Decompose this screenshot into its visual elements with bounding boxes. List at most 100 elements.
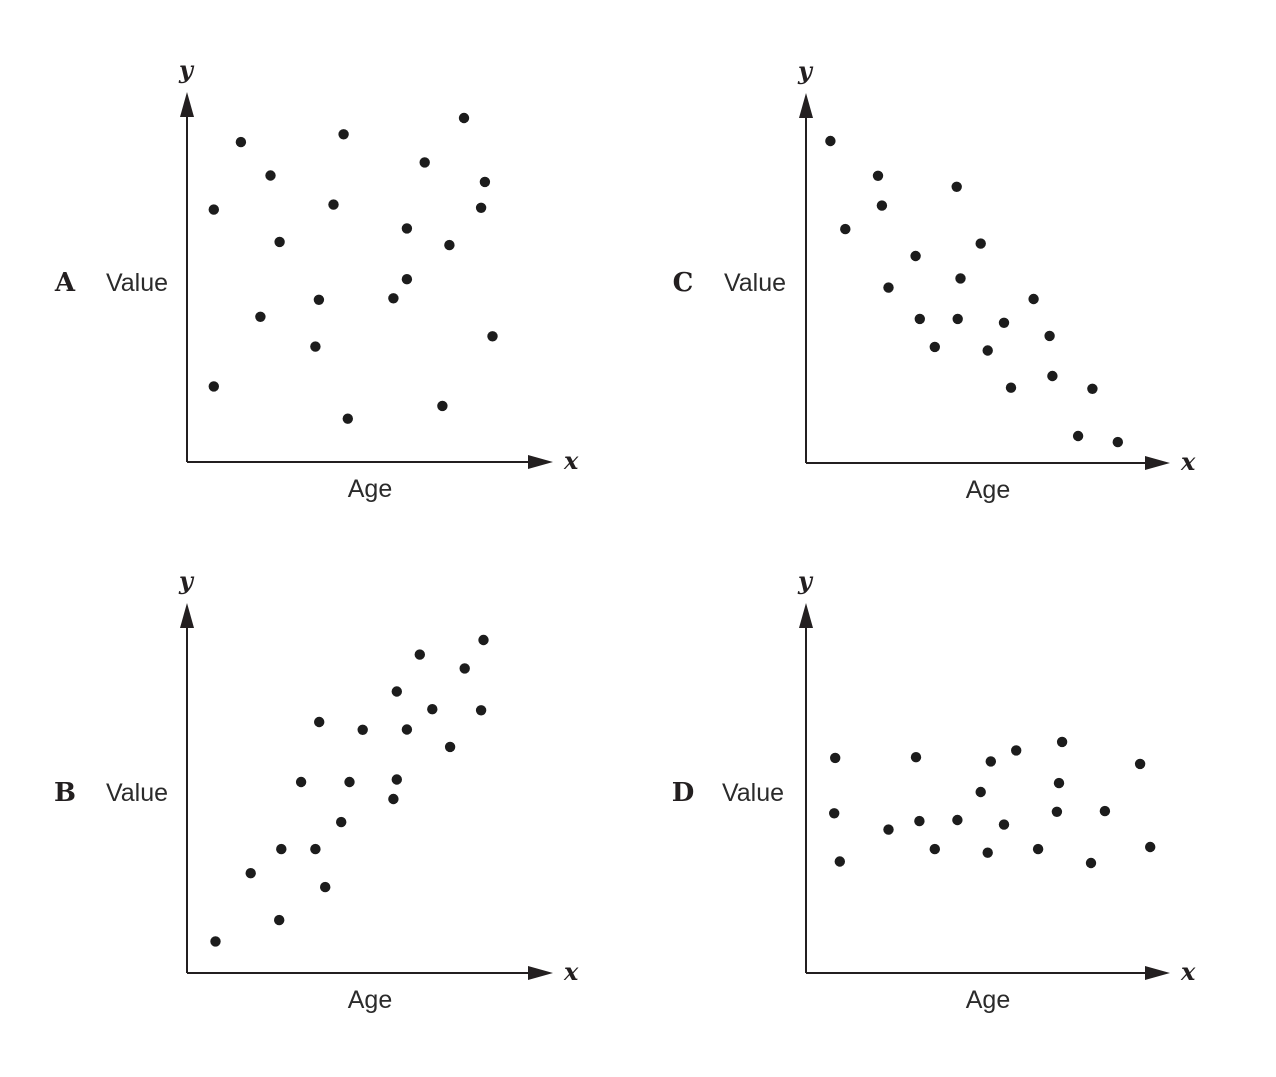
scatter-point (985, 756, 996, 767)
scatter-point (1005, 382, 1017, 393)
scatter-point (210, 936, 221, 947)
scatter-point (1047, 370, 1058, 382)
scatter-point (419, 157, 430, 168)
scatter-point (437, 400, 448, 412)
scatter-point (883, 282, 894, 293)
scatter-point (338, 129, 349, 140)
scatter-point (825, 135, 836, 147)
panel-a-x-arrowhead-icon (528, 455, 553, 469)
scatter-point (255, 311, 266, 322)
scatter-point (910, 250, 921, 262)
scatter-point (872, 170, 884, 181)
scatter-point (414, 649, 425, 660)
panel-a-x-symbol: x (563, 446, 579, 475)
scatter-point (388, 293, 399, 304)
scatter-point (1085, 857, 1097, 869)
scatter-point (475, 202, 487, 213)
scatter-point (401, 724, 413, 735)
scatter-point (1044, 330, 1055, 342)
scatter-point (401, 274, 413, 285)
scatter-point (310, 843, 321, 855)
scatter-point (274, 914, 285, 926)
panel-d-points (829, 736, 1156, 869)
panel-d-x-arrowhead-icon (1145, 966, 1170, 980)
panel-d: D Value y x Age (672, 566, 1196, 1014)
scatter-point (1056, 736, 1068, 748)
scatter-point (276, 843, 287, 855)
scatter-point (344, 776, 355, 788)
panel-c-x-arrowhead-icon (1145, 456, 1170, 470)
panel-d-letter: D (672, 778, 695, 808)
scatter-point (951, 181, 962, 192)
scatter-point (955, 273, 966, 284)
scatter-point (1072, 430, 1084, 442)
panel-c-letter: C (673, 268, 694, 298)
panel-b-ylabel: Value (106, 779, 168, 807)
panel-a-ylabel: Value (106, 269, 168, 297)
panel-c-ylabel: Value (724, 269, 786, 297)
panel-a-letter: A (54, 268, 76, 298)
panel-d-x-symbol: x (1180, 957, 1196, 986)
panel-c-y-arrowhead-icon (799, 93, 813, 118)
panel-a: A Value y x Age (54, 55, 579, 503)
panel-a-xlabel: Age (348, 475, 392, 503)
scatter-point (1028, 293, 1039, 305)
scatter-point (830, 752, 841, 764)
scatter-point (208, 381, 219, 392)
scatter-point (357, 724, 368, 735)
scatter-point (1051, 806, 1063, 817)
scatter-point (314, 716, 325, 728)
scatter-point (883, 824, 894, 835)
panel-b-x-symbol: x (563, 957, 579, 986)
panel-b: B Value y x Age (54, 566, 579, 1014)
scatter-point (975, 786, 986, 798)
scatter-point (336, 816, 347, 828)
scatter-point (929, 341, 940, 353)
scatter-point (401, 223, 413, 234)
scatter-point (487, 331, 498, 342)
scatter-point (444, 239, 455, 251)
scatter-point (1099, 805, 1111, 817)
scatter-point (1053, 777, 1065, 789)
panel-d-ylabel: Value (722, 779, 784, 807)
scatter-point (320, 881, 331, 893)
scatter-point (914, 313, 925, 325)
panel-c-points (825, 135, 1124, 448)
scatter-point (342, 413, 353, 424)
scatter-point (982, 345, 993, 356)
scatter-point (479, 176, 491, 188)
scatter-point (929, 843, 940, 855)
panel-b-y-symbol: y (178, 566, 195, 595)
panel-b-y-arrowhead-icon (180, 603, 194, 628)
scatter-point (975, 238, 986, 249)
scatter-point (459, 663, 470, 674)
scatter-point (1011, 745, 1022, 756)
scatter-point (427, 704, 438, 715)
scatter-point (876, 200, 888, 211)
panel-d-y-symbol: y (797, 566, 814, 595)
scatter-point (1112, 436, 1124, 448)
scatter-point (444, 741, 456, 753)
scatter-point (478, 634, 489, 646)
panel-d-y-arrowhead-icon (799, 603, 813, 628)
panel-c-xlabel: Age (966, 476, 1010, 504)
scatter-point (391, 686, 402, 697)
scatter-point (1087, 383, 1098, 394)
scatter-point (1032, 843, 1044, 855)
panel-a-y-symbol: y (178, 55, 195, 84)
scatter-point (208, 204, 219, 215)
panel-b-xlabel: Age (348, 986, 392, 1014)
scatter-point (982, 847, 993, 858)
scatter-point (328, 199, 339, 210)
scatter-point (910, 752, 922, 763)
panel-c-x-symbol: x (1180, 447, 1196, 476)
scatter-point (313, 294, 325, 305)
scatter-point (998, 317, 1010, 328)
panel-a-y-arrowhead-icon (180, 92, 194, 117)
scatter-point (914, 815, 925, 827)
scatter-point (245, 868, 256, 879)
panel-b-x-arrowhead-icon (528, 966, 553, 980)
scatter-point (458, 112, 470, 124)
